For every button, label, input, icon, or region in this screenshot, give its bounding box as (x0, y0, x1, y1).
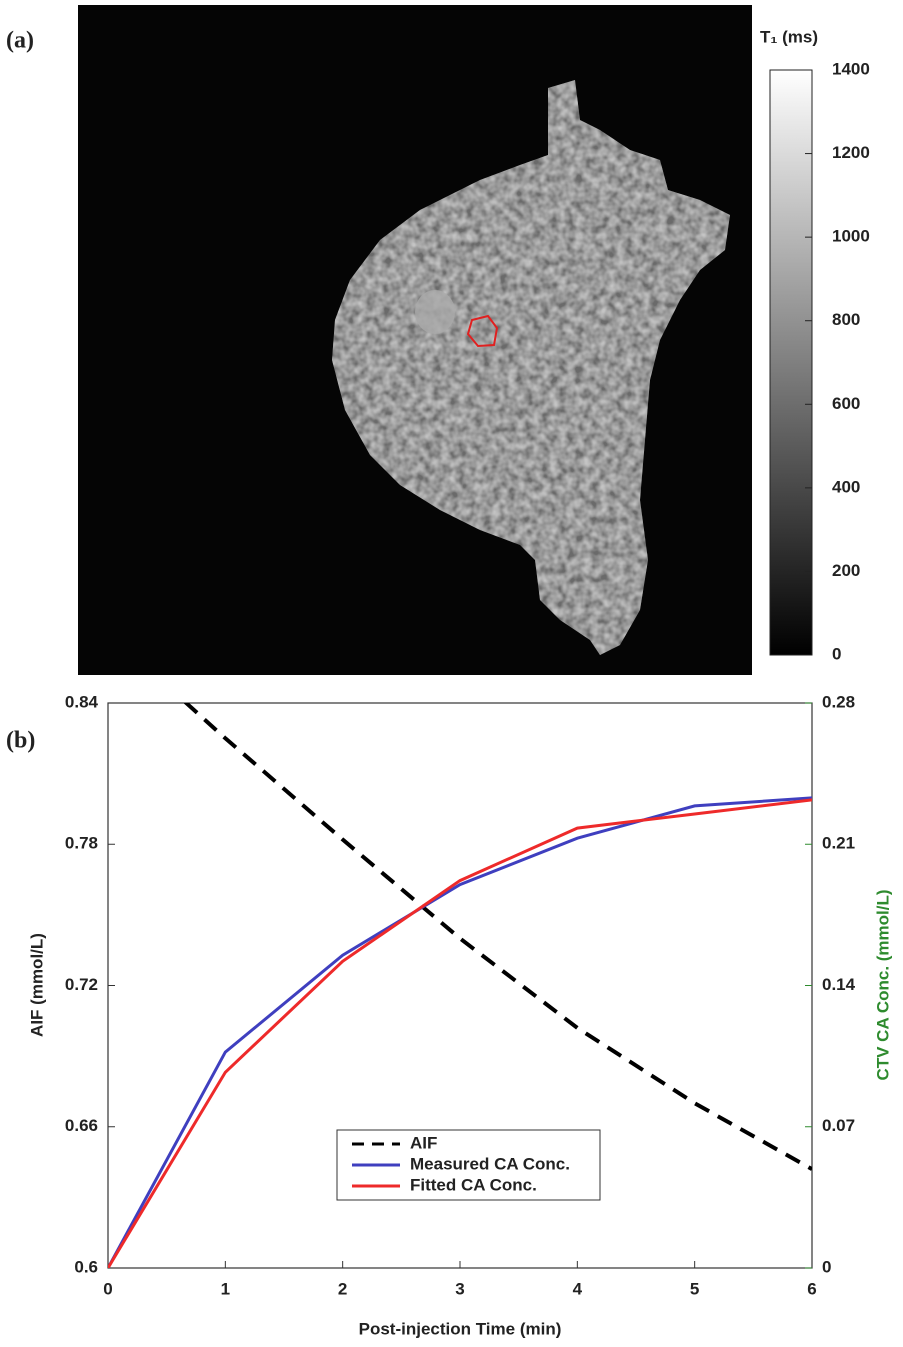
x-tick-label: 5 (690, 1279, 699, 1298)
y-tick-label: 0.84 (65, 692, 99, 711)
y2-tick-label: 0.07 (822, 1116, 855, 1135)
x-tick-label: 1 (221, 1279, 230, 1298)
colorbar-tick-label: 200 (832, 561, 860, 580)
panel-label: (a) (6, 28, 34, 54)
data-line (108, 798, 812, 1268)
image-feature (415, 290, 455, 334)
x-tick-label: 0 (103, 1279, 112, 1298)
y-tick-label: 0.66 (65, 1116, 98, 1135)
x-axis-label: Post-injection Time (min) (359, 1319, 562, 1338)
colorbar-tick-label: 800 (832, 310, 860, 329)
x-tick-label: 2 (338, 1279, 347, 1298)
x-tick-label: 3 (455, 1279, 464, 1298)
x-tick-label: 6 (807, 1279, 816, 1298)
legend-label: Fitted CA Conc. (410, 1175, 537, 1194)
colorbar-tick-label: 1000 (832, 227, 870, 246)
colorbar-tick-label: 1200 (832, 143, 870, 162)
y-tick-label: 0.78 (65, 834, 98, 853)
legend-label: Measured CA Conc. (410, 1154, 570, 1173)
plot-lines (108, 703, 812, 1268)
colorbar (769, 69, 813, 656)
data-line (183, 703, 812, 1171)
roi-outline (466, 314, 499, 348)
y2-tick-label: 0 (822, 1257, 831, 1276)
colorbar-tick-label: 600 (832, 394, 860, 413)
colorbar-tick-label: 400 (832, 477, 860, 496)
y-tick-label: 0.72 (65, 975, 98, 994)
legend-label: AIF (410, 1133, 437, 1152)
colorbar-title: T₁ (ms) (760, 27, 818, 46)
breast-image (332, 80, 730, 655)
y2-tick-label: 0.28 (822, 692, 855, 711)
colorbar-tick-label: 1400 (832, 59, 870, 78)
colorbar-tick-label: 0 (832, 644, 841, 663)
y-tick-label: 0.6 (74, 1257, 98, 1276)
panel-label: (b) (6, 728, 35, 754)
y2-tick-label: 0.14 (822, 975, 856, 994)
y2-tick-label: 0.21 (822, 834, 855, 853)
x-tick-label: 4 (573, 1279, 583, 1298)
y-axis-label: AIF (mmol/L) (27, 933, 46, 1037)
y2-axis-label: CTV CA Conc. (mmol/L) (873, 889, 892, 1080)
data-line (108, 796, 812, 1268)
